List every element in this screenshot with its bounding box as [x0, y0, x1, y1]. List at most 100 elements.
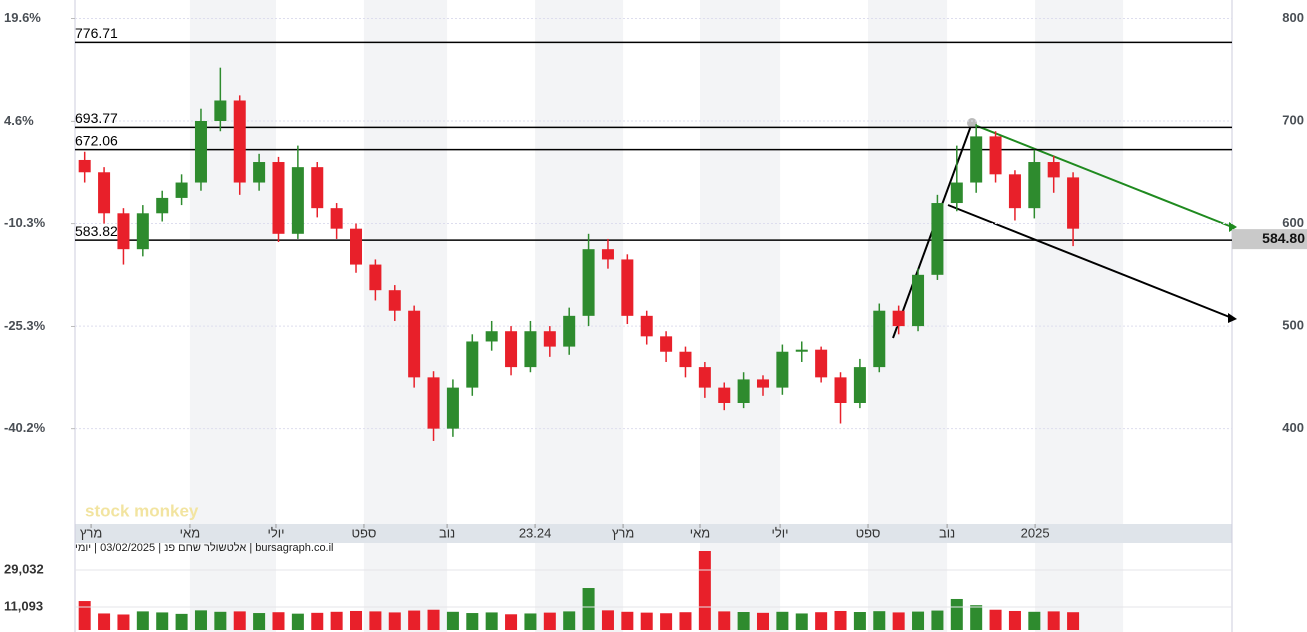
volume-bar: [408, 610, 421, 630]
candle-body: [1028, 162, 1041, 209]
candle-body: [446, 387, 459, 429]
volume-bar: [621, 611, 634, 630]
volume-bar: [117, 614, 130, 630]
y-tick-label: 700: [1282, 112, 1304, 127]
volume-bar: [1047, 611, 1060, 630]
candle-body: [408, 310, 421, 378]
y-tick-label: 800: [1282, 10, 1304, 25]
volume-bar: [272, 612, 285, 630]
candle-body: [427, 377, 440, 429]
volume-bar: [601, 610, 614, 630]
candle-body: [156, 197, 169, 214]
candle-body: [98, 172, 111, 214]
volume-bar: [1067, 612, 1080, 630]
volume-bar: [156, 612, 169, 630]
x-tick-label: 2025: [1021, 525, 1050, 540]
candle-body: [136, 213, 149, 250]
candle-body: [485, 331, 498, 342]
y2-tick-label: 19.6%: [4, 10, 41, 25]
volume-bar: [679, 612, 692, 630]
x-tick-label: מרץ: [612, 525, 634, 540]
volume-bar: [485, 612, 498, 630]
candle-body: [776, 351, 789, 388]
candle-body: [873, 310, 886, 368]
candle-body: [505, 331, 518, 368]
candle-body: [931, 203, 944, 275]
x-tick-label: ספט: [352, 525, 377, 540]
candle-body: [621, 259, 634, 316]
volume-bar: [1028, 611, 1041, 630]
x-tick-label: מרץ: [80, 525, 102, 540]
candle-body: [194, 121, 207, 183]
volume-bar: [912, 611, 925, 630]
watermark: stock monkey: [85, 501, 199, 520]
candle-body: [756, 379, 770, 388]
volume-bar: [950, 598, 963, 630]
last-price-label: 584.80: [1262, 230, 1305, 246]
volume-bar: [873, 611, 886, 630]
candle-body: [601, 249, 614, 260]
x-tick-label: 23.24: [519, 525, 552, 540]
volume-bar: [660, 613, 673, 630]
arrow-head: [1228, 313, 1237, 323]
x-tick-label: יולי: [772, 525, 789, 540]
candle-body: [291, 167, 304, 234]
volume-bar: [330, 611, 343, 630]
level-label: 776.71: [75, 25, 118, 41]
candle-body: [330, 208, 343, 229]
source-footer: bursagraph.co.il | אלטשולר שחם פנ | 03/0…: [75, 542, 334, 554]
candle-body: [214, 100, 227, 122]
volume-bar: [834, 610, 847, 630]
x-tick-label: מאי: [690, 525, 710, 540]
candle-body: [970, 136, 983, 183]
candle-body: [466, 341, 479, 388]
x-tick-label: ספט: [856, 525, 881, 540]
candle-body: [698, 367, 711, 388]
volume-bar: [524, 613, 537, 630]
candle-body: [737, 379, 750, 403]
volume-bar: [446, 611, 459, 630]
volume-bar: [388, 612, 401, 630]
candle-body: [950, 182, 963, 204]
candle-body: [272, 162, 285, 234]
candle-body: [253, 162, 266, 183]
volume-bar: [136, 611, 149, 630]
volume-bar: [505, 614, 518, 630]
candle-body: [660, 336, 673, 352]
candle-body: [679, 351, 692, 368]
candle-body: [892, 310, 905, 327]
volume-bar: [640, 612, 653, 630]
arrow-head: [1229, 222, 1237, 232]
volume-bar: [233, 611, 246, 630]
y2-tick-label: -25.3%: [4, 318, 46, 333]
volume-bar: [543, 612, 556, 630]
x-tick-label: מאי: [180, 525, 200, 540]
level-label: 672.06: [75, 132, 118, 148]
candle-body: [912, 274, 925, 327]
volume-bar: [931, 610, 944, 630]
volume-bar: [563, 611, 576, 630]
volume-bar: [291, 613, 304, 630]
volume-bar: [892, 612, 905, 630]
volume-bar: [737, 612, 750, 630]
candle-body: [175, 182, 188, 198]
candle-body: [311, 167, 324, 209]
volume-bar: [853, 612, 866, 630]
candle-body: [543, 331, 556, 347]
candle-body: [718, 387, 731, 403]
volume-bar: [175, 613, 188, 630]
volume-tick-label: 29,032: [4, 561, 44, 576]
volume-bar: [582, 588, 595, 630]
trend-line: [971, 123, 1233, 228]
y2-tick-label: -40.2%: [4, 420, 46, 435]
candle-body: [233, 100, 246, 183]
x-tick-label: יולי: [267, 525, 284, 540]
candle-body: [989, 136, 1002, 175]
candle-body: [815, 349, 828, 378]
candle-body: [350, 228, 363, 265]
volume-bar: [194, 610, 207, 630]
y-tick-label: 400: [1282, 420, 1304, 435]
level-label: 583.82: [75, 223, 118, 239]
volume-bar: [776, 611, 789, 630]
